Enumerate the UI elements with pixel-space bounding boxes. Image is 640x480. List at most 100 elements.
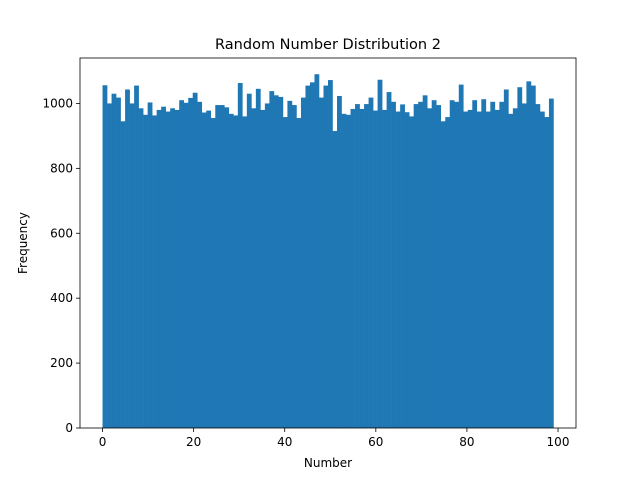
x-tick-label: 100 [547,435,570,449]
histogram-bar [291,105,297,428]
histogram-bar [463,111,469,428]
histogram-bar [264,103,270,428]
bars-group [102,74,554,429]
histogram-bar [413,104,419,429]
histogram-bar [260,109,266,429]
y-axis-ticks: 0 200 400 600 800 1000 [42,96,80,435]
histogram-bar [521,103,527,428]
histogram-bar [183,102,189,428]
histogram-bar [120,121,126,428]
histogram-bar [143,114,148,428]
histogram-bar [503,89,509,428]
x-axis-ticks: 0 20 40 60 80 100 [99,428,570,449]
histogram-bar [228,113,234,429]
histogram-bar [111,93,117,428]
histogram-bar [368,97,374,428]
histogram-bar [395,111,401,428]
histogram-bar [458,84,464,428]
histogram-bar [179,100,185,428]
histogram-bar [472,100,478,428]
histogram-bar [233,115,239,429]
histogram-bar [445,117,451,428]
histogram-bar [539,111,545,428]
histogram-bar [409,116,414,428]
histogram-bar [206,110,212,428]
histogram-bar [246,93,252,428]
histogram-bar [237,82,243,429]
histogram-bar [129,103,135,428]
histogram-bar [499,101,505,428]
y-tick-label: 400 [50,291,73,305]
histogram-bar [490,101,496,428]
histogram-bar [305,85,311,429]
histogram-bar [485,111,491,428]
histogram-bar [508,113,514,429]
histogram-bar [192,92,198,428]
histogram-bar [138,108,144,429]
histogram-bar [422,95,428,429]
histogram-bar [548,98,554,428]
histogram-bar [454,101,460,428]
histogram-bar [332,131,338,429]
histogram-bar [431,100,437,428]
histogram-bar [400,104,405,428]
histogram-bar [382,109,387,429]
histogram-bar [341,113,347,429]
histogram-bar [107,103,112,428]
histogram-bar [174,109,180,429]
histogram-bar [346,114,351,428]
histogram-bar [436,105,442,428]
x-tick-label: 20 [186,435,201,449]
histogram-bar [147,102,153,429]
histogram-bar [535,104,541,429]
y-tick-label: 600 [50,226,73,240]
histogram-bar [224,107,230,428]
histogram-bar [255,88,261,428]
histogram-bar [287,100,293,428]
histogram-bar [318,97,324,428]
chart-title: Random Number Distribution 2 [215,37,441,53]
histogram-bar [125,89,130,428]
histogram-bar [328,80,333,428]
histogram-bar [526,81,532,429]
histogram-bar [314,74,320,428]
histogram-bar [296,118,302,429]
histogram-bar [404,112,410,428]
histogram-bar [377,79,383,429]
histogram-bar [418,101,423,428]
histogram-bar [282,117,288,428]
histogram-bar [161,106,166,429]
histogram-bar [517,87,523,429]
histogram-bar [440,121,446,428]
histogram-bar [449,100,455,428]
histogram-bar [242,116,248,428]
x-tick-label: 0 [99,435,107,449]
y-tick-label: 200 [50,356,73,370]
histogram-bar [494,109,500,429]
histogram-bar [251,108,257,429]
histogram-bar [323,85,329,429]
histogram-bar [337,95,342,428]
plot-frame [79,57,577,429]
histogram-bar [165,111,171,428]
y-axis-label: Frequency [16,212,30,274]
histogram-bar [188,97,194,428]
histogram-bar [116,97,121,428]
histogram-bar [300,97,306,428]
histogram-bar [373,110,378,428]
histogram-bar [219,105,225,428]
histogram-bar [269,91,275,429]
histogram-bar [156,109,162,429]
histogram-bar [530,85,536,429]
y-tick-label: 0 [65,421,73,435]
histogram-bar [467,109,473,429]
y-tick-label: 1000 [42,96,73,110]
histogram-bar [359,108,365,428]
histogram-bar [215,105,221,428]
histogram-bar [278,96,284,429]
histogram-bar [427,108,433,429]
x-tick-label: 40 [277,435,292,449]
histogram-bar [309,82,315,428]
histogram-bar [102,85,108,429]
